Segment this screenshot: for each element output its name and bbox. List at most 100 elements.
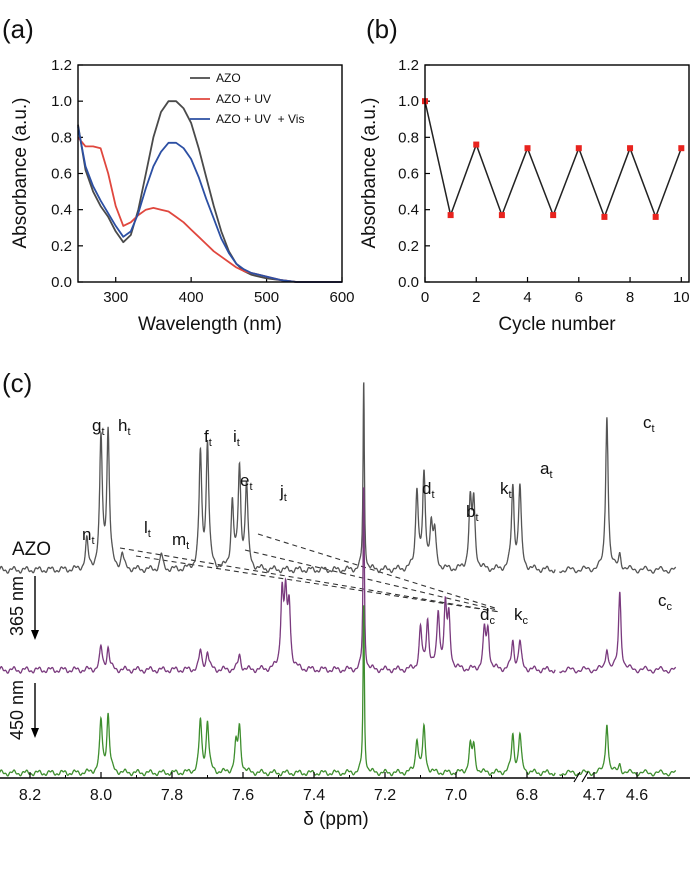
- c-spectrum-right-segment: [559, 724, 677, 777]
- panel-b-label: (b): [366, 14, 398, 44]
- b-data-point: [524, 145, 531, 152]
- panel-a-y-ticks: 0.0 0.2 0.4 0.6 0.8 1.0 1.2: [51, 57, 83, 291]
- spectrum-label-azo: AZO: [12, 539, 51, 560]
- b-data-point: [652, 213, 659, 220]
- c-spectrum-right-segment: [559, 591, 677, 674]
- peak-label-a-t: at: [540, 459, 553, 481]
- c-x-tick-label: 6.8: [516, 787, 538, 804]
- peak-label-b-t: bt: [466, 502, 479, 524]
- svg-text:450 nm: 450 nm: [7, 680, 27, 740]
- panel-b-y-ticks: 0.0 0.2 0.4 0.6 0.8 1.0 1.2: [398, 57, 430, 291]
- b-data-point: [498, 212, 505, 219]
- panel-c-x-ticks: 8.2 8.0 7.8 7.6 7.4 7.2 7.0 6.8 4.7 4.6: [19, 772, 648, 804]
- panel-b-plot-frame: [424, 64, 690, 283]
- b-x-tick-label: 0: [421, 289, 429, 306]
- spectrum-label-450nm: 450 nm: [7, 680, 39, 740]
- panel-b: (b) 0.0 0.2 0.4 0.6 0.8 1.0 1.2 0 2 4 6 8 10 Cycle …: [359, 14, 690, 335]
- peak-label-l-t: lt: [144, 518, 151, 540]
- peak-label-c-c: cc: [658, 591, 673, 613]
- panel-c-spectra: [0, 382, 677, 777]
- panel-c-correlation-lines: [119, 533, 501, 613]
- panel-b-y-axis-label: Absorbance (a.u.): [359, 97, 380, 248]
- b-y-tick-label: 0.2: [398, 238, 419, 255]
- peak-label-e-t: et: [240, 471, 253, 493]
- b-series-line: [424, 101, 683, 220]
- a-y-tick-label: 0.0: [51, 274, 72, 291]
- c-x-tick-label: 7.6: [232, 787, 254, 804]
- peak-label-m-t: mt: [172, 530, 189, 552]
- panel-c-x-axis: 8.2 8.0 7.8 7.6 7.4 7.2 7.0 6.8 4.7 4.6 δ (ppm): [0, 771, 690, 830]
- peak-label-k-t: kt: [500, 479, 512, 501]
- a-y-tick-label: 0.8: [51, 129, 72, 146]
- c-spectrum-right-segment: [559, 417, 677, 574]
- panel-a-legend: AZO AZO + UV AZO + UV + Vis: [190, 71, 304, 126]
- peak-label-k-c: kc: [514, 605, 529, 627]
- panel-a-x-axis-label: Wavelength (nm): [138, 314, 282, 335]
- c-x-tick-label: 4.7: [583, 787, 605, 804]
- panel-a: (a) 0.0 0.2 0.4 0.6 0.8 1.0 1.2 300 400 500 600 W…: [2, 14, 355, 335]
- c-x-tick-label: 7.0: [445, 787, 467, 804]
- peak-label-h-t: ht: [118, 416, 131, 438]
- c-spectrum-1: [0, 487, 677, 674]
- c-spectrum-main-segment: [0, 382, 556, 574]
- a-series-line-2: [77, 126, 342, 283]
- a-series-line-0: [77, 100, 342, 283]
- panel-a-label: (a): [2, 14, 34, 44]
- b-data-point: [575, 145, 582, 152]
- a-y-tick-label: 1.0: [51, 93, 72, 110]
- b-data-point: [601, 213, 608, 220]
- b-x-tick-label: 2: [472, 289, 480, 306]
- svg-text:365 nm: 365 nm: [7, 576, 27, 636]
- peak-label-c-t: ct: [643, 413, 655, 435]
- b-data-point: [627, 145, 634, 152]
- b-x-tick-label: 8: [626, 289, 634, 306]
- b-y-tick-label: 1.0: [398, 93, 419, 110]
- a-y-tick-label: 0.2: [51, 238, 72, 255]
- c-x-tick-label: 8.0: [90, 787, 112, 804]
- c-spectrum-2: [0, 605, 677, 777]
- b-y-tick-label: 0.6: [398, 166, 419, 183]
- panel-b-data: [422, 98, 685, 220]
- c-x-tick-label: 4.6: [626, 787, 648, 804]
- a-y-tick-label: 0.4: [51, 202, 72, 219]
- panel-c-label: (c): [2, 368, 32, 398]
- b-data-point: [473, 141, 480, 148]
- b-x-tick-label: 6: [575, 289, 583, 306]
- a-x-tick-label: 500: [254, 289, 279, 306]
- b-y-tick-label: 0.8: [398, 129, 419, 146]
- legend-label-azo-uv: AZO + UV: [216, 92, 271, 106]
- legend-label-azo: AZO: [216, 71, 241, 85]
- a-x-tick-label: 300: [103, 289, 128, 306]
- c-x-tick-label: 8.2: [19, 787, 41, 804]
- b-y-tick-label: 0.4: [398, 202, 419, 219]
- peak-label-i-t: it: [233, 427, 240, 449]
- a-y-tick-label: 0.6: [51, 166, 72, 183]
- b-y-tick-label: 1.2: [398, 57, 419, 74]
- panel-c-peak-labels: nt gt ht lt mt ft it et jt dt bt kt at c…: [82, 413, 673, 627]
- panel-a-x-ticks: 300 400 500 600: [103, 277, 355, 306]
- peak-label-n-t: nt: [82, 525, 95, 547]
- panel-a-plot-frame: [77, 64, 343, 283]
- panel-a-y-axis-label: Absorbance (a.u.): [10, 97, 31, 248]
- legend-label-azo-uv-vis: AZO + UV + Vis: [216, 112, 304, 126]
- b-data-point: [678, 145, 685, 152]
- c-x-tick-label: 7.4: [303, 787, 325, 804]
- peak-label-d-t: dt: [422, 479, 435, 501]
- c-x-tick-label: 7.8: [161, 787, 183, 804]
- axis-break-mark: [581, 771, 589, 783]
- b-x-tick-label: 10: [673, 289, 690, 306]
- panel-b-x-axis-label: Cycle number: [498, 314, 616, 335]
- peak-label-d-c: dc: [480, 605, 495, 627]
- b-data-point: [447, 212, 454, 219]
- b-y-tick-label: 0.0: [398, 274, 419, 291]
- panel-c-x-axis-label: δ (ppm): [303, 809, 368, 830]
- c-spectrum-main-segment: [0, 605, 556, 777]
- peak-label-f-t: ft: [204, 427, 212, 449]
- peak-label-j-t: jt: [279, 482, 287, 504]
- b-data-point: [550, 212, 557, 219]
- c-spectrum-main-segment: [0, 487, 556, 674]
- spectrum-label-365nm: 365 nm: [7, 576, 39, 640]
- panel-a-series-lines: [77, 100, 342, 283]
- a-x-tick-label: 600: [329, 289, 354, 306]
